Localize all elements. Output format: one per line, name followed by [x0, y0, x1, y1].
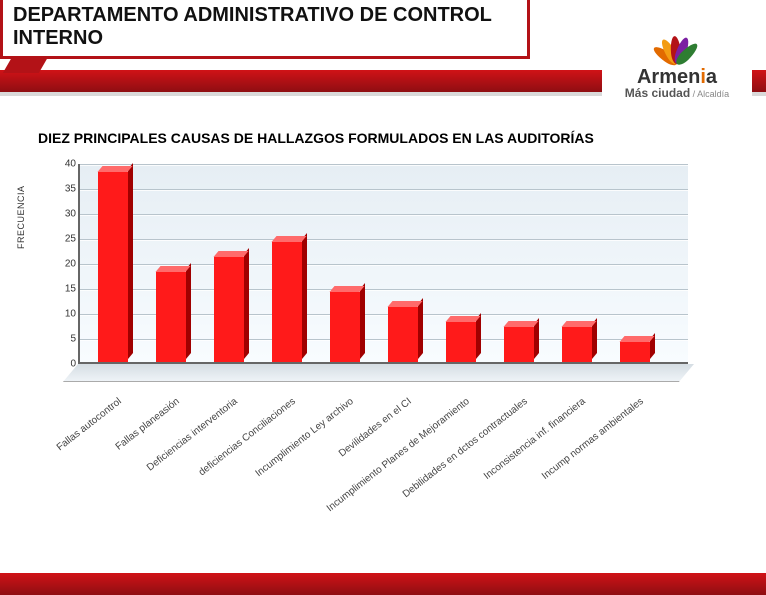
- gridline: [80, 214, 688, 215]
- city-logo: Armenia Más ciudad / Alcaldía: [602, 28, 752, 108]
- y-tick-label: 5: [52, 334, 76, 345]
- chart-title: DIEZ PRINCIPALES CAUSAS DE HALLAZGOS FOR…: [10, 130, 754, 146]
- logo-entity: / Alcaldía: [690, 89, 729, 99]
- y-tick-label: 25: [52, 234, 76, 245]
- bar: [272, 242, 302, 362]
- y-tick-label: 10: [52, 309, 76, 320]
- bar: [446, 322, 476, 362]
- y-axis-label: FRECUENCIA: [16, 185, 26, 249]
- y-tick-label: 30: [52, 209, 76, 220]
- logo-text-sub: Más ciudad / Alcaldía: [602, 86, 752, 100]
- plot-area: [78, 164, 688, 364]
- gridline: [80, 189, 688, 190]
- logo-text-part: Armen: [637, 66, 700, 88]
- y-tick-label: 0: [52, 359, 76, 370]
- page-title: DEPARTAMENTO ADMINISTRATIVO DE CONTROL I…: [13, 4, 517, 50]
- logo-flower-icon: [652, 28, 702, 68]
- bar-chart: FRECUENCIA Fallas autocontrolFallas plan…: [38, 164, 738, 394]
- x-axis-labels: Fallas autocontrolFallas planeasiónDefic…: [78, 388, 688, 558]
- logo-text-part: a: [706, 66, 717, 88]
- gridline: [80, 239, 688, 240]
- gridline: [80, 264, 688, 265]
- bar: [98, 172, 128, 362]
- title-box: DEPARTAMENTO ADMINISTRATIVO DE CONTROL I…: [0, 0, 530, 59]
- bar: [330, 292, 360, 362]
- gridline: [80, 164, 688, 165]
- logo-slogan: Más ciudad: [625, 86, 690, 100]
- bar: [156, 272, 186, 362]
- y-tick-label: 15: [52, 284, 76, 295]
- bar: [388, 307, 418, 362]
- y-tick-label: 40: [52, 159, 76, 170]
- y-tick-label: 35: [52, 184, 76, 195]
- header: DEPARTAMENTO ADMINISTRATIVO DE CONTROL I…: [0, 0, 766, 100]
- bar: [214, 257, 244, 362]
- y-tick-label: 20: [52, 259, 76, 270]
- chart-floor-3d: [63, 364, 694, 382]
- bar: [504, 327, 534, 362]
- chart-container: DIEZ PRINCIPALES CAUSAS DE HALLAZGOS FOR…: [10, 130, 754, 550]
- bar: [562, 327, 592, 362]
- bar: [620, 342, 650, 362]
- logo-text-main: Armenia: [602, 68, 752, 86]
- footer-strip: [0, 573, 766, 595]
